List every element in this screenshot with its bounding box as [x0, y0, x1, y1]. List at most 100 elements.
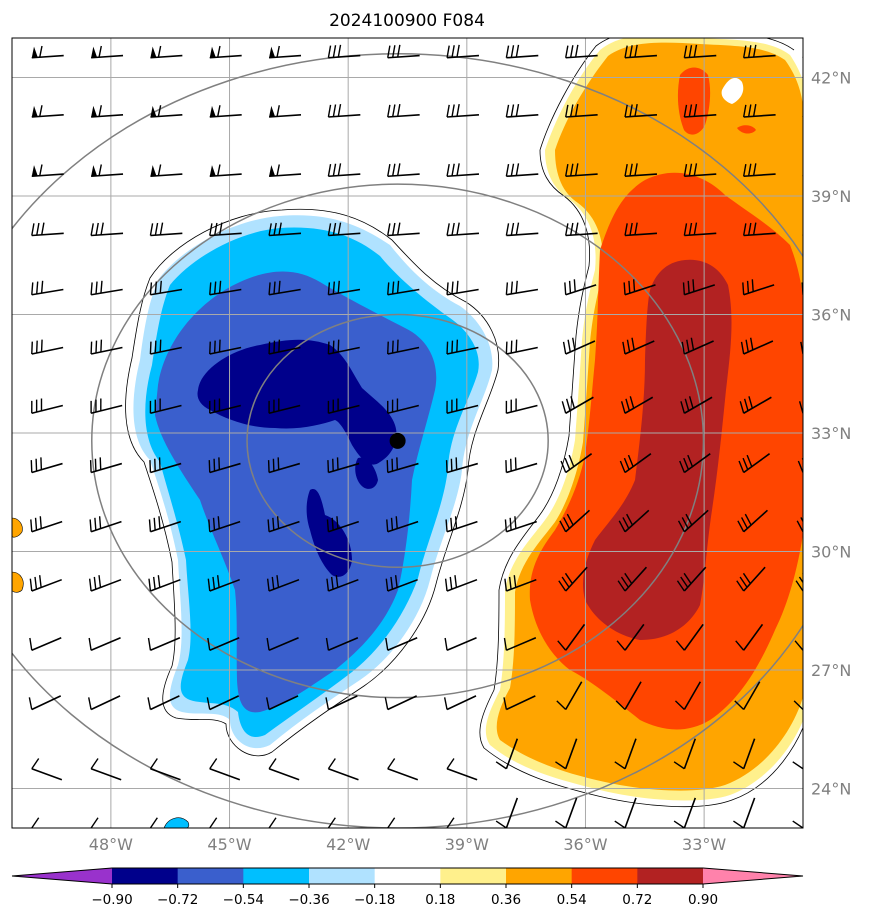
wind-barb-101 — [208, 457, 241, 474]
wind-barb-102 — [267, 457, 301, 474]
colorbar-segment-4 — [374, 868, 441, 884]
wind-barb-195 — [792, 797, 803, 828]
wind-barb-58 — [149, 280, 183, 296]
colorbar-tick-label-4: −0.18 — [354, 892, 395, 908]
latitude-labels: 42°N 39°N 36°N 33°N 30°N 27°N 24°N — [811, 69, 851, 799]
wind-barb-191 — [555, 797, 578, 828]
wind-barb-29 — [91, 164, 124, 178]
wind-barb-87 — [209, 398, 241, 415]
wind-barb-23 — [565, 104, 598, 118]
map-frame — [11, 37, 804, 829]
wind-barb-121 — [559, 509, 591, 533]
wind-barb-134 — [504, 575, 537, 592]
wind-barb-110 — [738, 453, 771, 474]
wind-barb-5 — [327, 44, 361, 59]
wind-barb-92 — [505, 398, 538, 415]
contour-line-warm — [479, 38, 803, 808]
wind-barb-4 — [269, 45, 302, 59]
wind-barb-35 — [446, 163, 480, 178]
map-area — [12, 38, 803, 828]
wind-barb-57 — [90, 280, 123, 296]
wind-barb-147 — [444, 637, 477, 651]
wind-barb-115 — [208, 516, 241, 533]
wind-barb-14 — [31, 105, 64, 118]
wind-barb-24 — [624, 104, 658, 118]
wind-barb-54 — [742, 222, 776, 237]
wind-barb-189 — [446, 817, 478, 828]
wind-barb-71 — [90, 339, 123, 355]
wind-barb-96 — [739, 396, 772, 414]
wind-barb-186 — [268, 817, 300, 828]
wind-barb-173 — [327, 758, 359, 781]
wind-barb-3 — [209, 45, 242, 59]
wind-barb-26 — [742, 104, 776, 118]
wind-barb-64 — [505, 280, 539, 296]
wind-barb-77 — [446, 339, 479, 355]
lat-tick-label-6: 24°N — [811, 780, 851, 799]
wind-barb-43 — [90, 222, 124, 237]
wind-barb-10 — [624, 44, 658, 59]
wind-barb-36 — [505, 163, 539, 178]
wind-barb-68 — [742, 279, 775, 296]
wind-barb-98 — [30, 457, 63, 474]
wind-barb-171 — [209, 758, 241, 781]
wind-barb-80 — [622, 337, 655, 355]
wind-barb-161 — [443, 695, 477, 711]
wind-barb-159 — [325, 695, 358, 711]
wind-barb-142 — [147, 637, 181, 651]
wind-barb-106 — [505, 457, 538, 474]
wind-barb-69 — [801, 282, 803, 296]
wind-barb-61 — [327, 280, 361, 296]
wind-barb-40 — [742, 163, 776, 178]
wind-barb-170 — [149, 758, 181, 781]
wind-barb-150 — [616, 623, 645, 651]
wind-barb-157 — [206, 695, 240, 711]
wind-barb-20 — [387, 104, 420, 118]
wind-barb-125 — [796, 509, 803, 533]
wind-barb-137 — [676, 566, 707, 592]
wind-barb-166 — [734, 681, 761, 711]
range-ring-1 — [91, 183, 705, 699]
wind-barb-153 — [794, 623, 803, 651]
lat-tick-label-5: 27°N — [811, 661, 851, 680]
lon-tick-label-1: 45°W — [207, 835, 251, 854]
wind-barb-7 — [446, 44, 480, 59]
wind-barb-62 — [387, 280, 420, 296]
wind-barb-141 — [88, 637, 121, 651]
wind-barb-117 — [326, 516, 360, 533]
wind-barb-86 — [149, 398, 182, 415]
colorbar-tick-label-7: 0.54 — [557, 892, 587, 908]
wind-barb-72 — [149, 339, 182, 355]
colorbar-segment-5 — [440, 868, 507, 884]
colorbar-extend-low — [12, 868, 112, 884]
wind-barb-168 — [31, 758, 63, 781]
wind-barb-34 — [387, 163, 420, 178]
colorbar-segment-0 — [112, 868, 179, 884]
wind-barb-8 — [505, 44, 539, 59]
wind-barb-46 — [268, 222, 302, 237]
wind-barb-6 — [387, 44, 420, 59]
wind-barb-74 — [268, 339, 301, 355]
wind-barb-89 — [327, 398, 360, 415]
edge-patch-1 — [12, 517, 23, 538]
wind-barbs — [28, 44, 803, 828]
wind-barb-181 — [792, 738, 803, 770]
wind-barb-44 — [149, 222, 183, 237]
wind-barb-51 — [565, 222, 598, 237]
colorbar-tick-label-8: 0.72 — [622, 892, 652, 908]
wind-barb-118 — [386, 516, 419, 533]
wind-barb-59 — [209, 280, 242, 296]
lon-tick-label-3: 39°W — [445, 835, 489, 854]
chart-title: 2024100900 F084 — [329, 11, 485, 31]
wind-barb-140 — [29, 637, 62, 651]
wind-barb-41 — [802, 163, 803, 178]
wind-barb-47 — [327, 222, 361, 237]
wind-barb-42 — [31, 222, 64, 237]
wind-barb-12 — [742, 44, 776, 59]
wind-barb-174 — [387, 758, 419, 781]
wind-barb-65 — [564, 279, 597, 296]
wind-barb-179 — [673, 738, 697, 770]
contour-fill-orangered-small — [737, 125, 756, 134]
lat-tick-label-1: 39°N — [811, 187, 851, 206]
contour-fill-firebrick — [583, 259, 732, 640]
